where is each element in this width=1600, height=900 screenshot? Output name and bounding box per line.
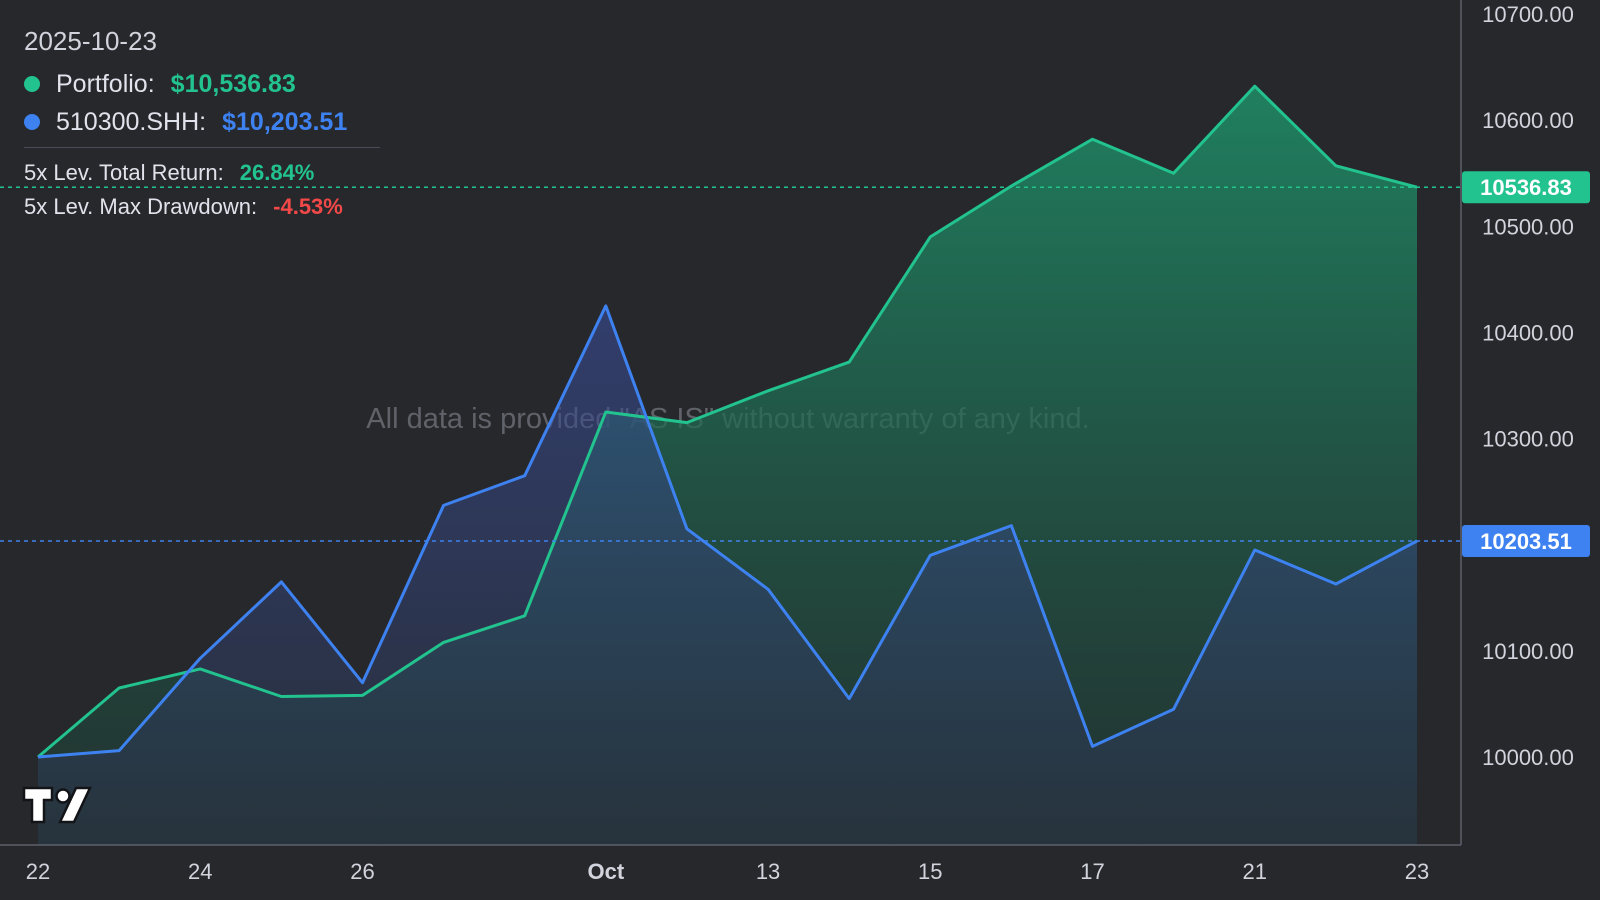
portfolio-point[interactable] xyxy=(277,693,285,701)
benchmark-point[interactable] xyxy=(764,585,772,593)
legend-total-return: 5x Lev. Total Return: 26.84% xyxy=(24,156,380,190)
legend-benchmark-value: $10,203.51 xyxy=(222,107,348,136)
portfolio-point[interactable] xyxy=(764,387,772,395)
legend-max-drawdown: 5x Lev. Max Drawdown: -4.53% xyxy=(24,190,380,224)
legend-date: 2025-10-23 xyxy=(24,26,157,56)
y-tick-label: 10700.00 xyxy=(1482,2,1574,27)
total-return-value: 26.84% xyxy=(239,160,315,185)
x-tick-label: 13 xyxy=(756,859,780,884)
benchmark-point[interactable] xyxy=(521,472,529,480)
portfolio-point[interactable] xyxy=(115,684,123,692)
portfolio-point[interactable] xyxy=(602,408,610,416)
x-axis[interactable]: 22 24 26 Oct 13 15 17 21 23 xyxy=(26,859,1429,884)
portfolio-point[interactable] xyxy=(359,691,367,699)
portfolio-point[interactable] xyxy=(1170,169,1178,177)
y-tick-label: 10600.00 xyxy=(1482,108,1574,133)
benchmark-point[interactable] xyxy=(196,654,204,662)
y-tick-label: 10300.00 xyxy=(1482,427,1574,452)
benchmark-point[interactable] xyxy=(845,695,853,703)
legend-benchmark-label: 510300.SHH: xyxy=(56,107,207,136)
benchmark-line[interactable] xyxy=(37,304,1418,759)
legend-row-portfolio[interactable]: Portfolio: $10,536.83 xyxy=(24,65,380,103)
benchmark-point[interactable] xyxy=(115,747,123,755)
legend-portfolio-value: $10,536.83 xyxy=(170,69,296,98)
portfolio-point[interactable] xyxy=(683,419,691,427)
portfolio-point[interactable] xyxy=(440,638,448,646)
benchmark-dot-icon xyxy=(24,114,40,130)
x-tick-label: 23 xyxy=(1405,859,1429,884)
x-tick-label: 22 xyxy=(26,859,50,884)
portfolio-point[interactable] xyxy=(1251,82,1259,90)
benchmark-point[interactable] xyxy=(277,578,285,586)
benchmark-point[interactable] xyxy=(1170,705,1178,713)
benchmark-point[interactable] xyxy=(602,302,610,310)
legend-divider xyxy=(24,147,380,148)
portfolio-line[interactable] xyxy=(37,84,1418,759)
x-tick-label: 21 xyxy=(1243,859,1267,884)
y-axis[interactable]: 10000.00 10100.00 10300.00 10400.00 10500.00… xyxy=(1482,2,1574,770)
benchmark-point[interactable] xyxy=(1007,522,1015,530)
legend-row-benchmark[interactable]: 510300.SHH: $10,203.51 xyxy=(24,103,380,141)
benchmark-area xyxy=(38,305,1417,845)
benchmark-point[interactable] xyxy=(926,551,934,559)
portfolio-price-tag-label: 10536.83 xyxy=(1480,175,1572,200)
last-value-lines xyxy=(0,186,1461,542)
portfolio-point[interactable] xyxy=(845,358,853,366)
series-areas xyxy=(38,86,1417,845)
portfolio-point[interactable] xyxy=(521,612,529,620)
benchmark-point[interactable] xyxy=(34,753,42,761)
portfolio-point[interactable] xyxy=(196,665,204,673)
x-tick-label: 17 xyxy=(1080,859,1104,884)
total-return-label: 5x Lev. Total Return: xyxy=(24,160,224,185)
x-tick-label: 24 xyxy=(188,859,212,884)
last-value-tags: 10536.83 10203.51 xyxy=(1462,171,1590,557)
tradingview-logo-icon[interactable] xyxy=(22,786,92,824)
benchmark-point[interactable] xyxy=(1332,580,1340,588)
portfolio-point[interactable] xyxy=(1089,135,1097,143)
benchmark-point[interactable] xyxy=(1089,742,1097,750)
max-drawdown-value: -4.53% xyxy=(273,194,343,219)
y-tick-label: 10400.00 xyxy=(1482,320,1574,345)
x-tick-label: Oct xyxy=(587,859,624,884)
portfolio-point[interactable] xyxy=(1007,182,1015,190)
benchmark-point[interactable] xyxy=(440,501,448,509)
x-tick-label: 26 xyxy=(350,859,374,884)
series-lines xyxy=(34,82,1418,761)
benchmark-price-tag xyxy=(1462,524,1590,557)
portfolio-point[interactable] xyxy=(1332,162,1340,170)
max-drawdown-label: 5x Lev. Max Drawdown: xyxy=(24,194,258,219)
x-tick-label: 15 xyxy=(918,859,942,884)
portfolio-area xyxy=(38,86,1417,845)
y-tick-label: 10000.00 xyxy=(1482,745,1574,770)
benchmark-point[interactable] xyxy=(683,525,691,533)
benchmark-point[interactable] xyxy=(359,679,367,687)
legend-panel: 2025-10-23 Portfolio: $10,536.83 510300.… xyxy=(24,26,380,224)
y-tick-label: 10100.00 xyxy=(1482,639,1574,664)
y-tick-label: 10500.00 xyxy=(1482,214,1574,239)
legend-portfolio-label: Portfolio: xyxy=(56,69,155,98)
benchmark-price-tag-label: 10203.51 xyxy=(1480,529,1572,554)
portfolio-price-tag xyxy=(1462,171,1590,204)
benchmark-point[interactable] xyxy=(1251,546,1259,554)
portfolio-point[interactable] xyxy=(926,233,934,241)
portfolio-dot-icon xyxy=(24,76,40,92)
